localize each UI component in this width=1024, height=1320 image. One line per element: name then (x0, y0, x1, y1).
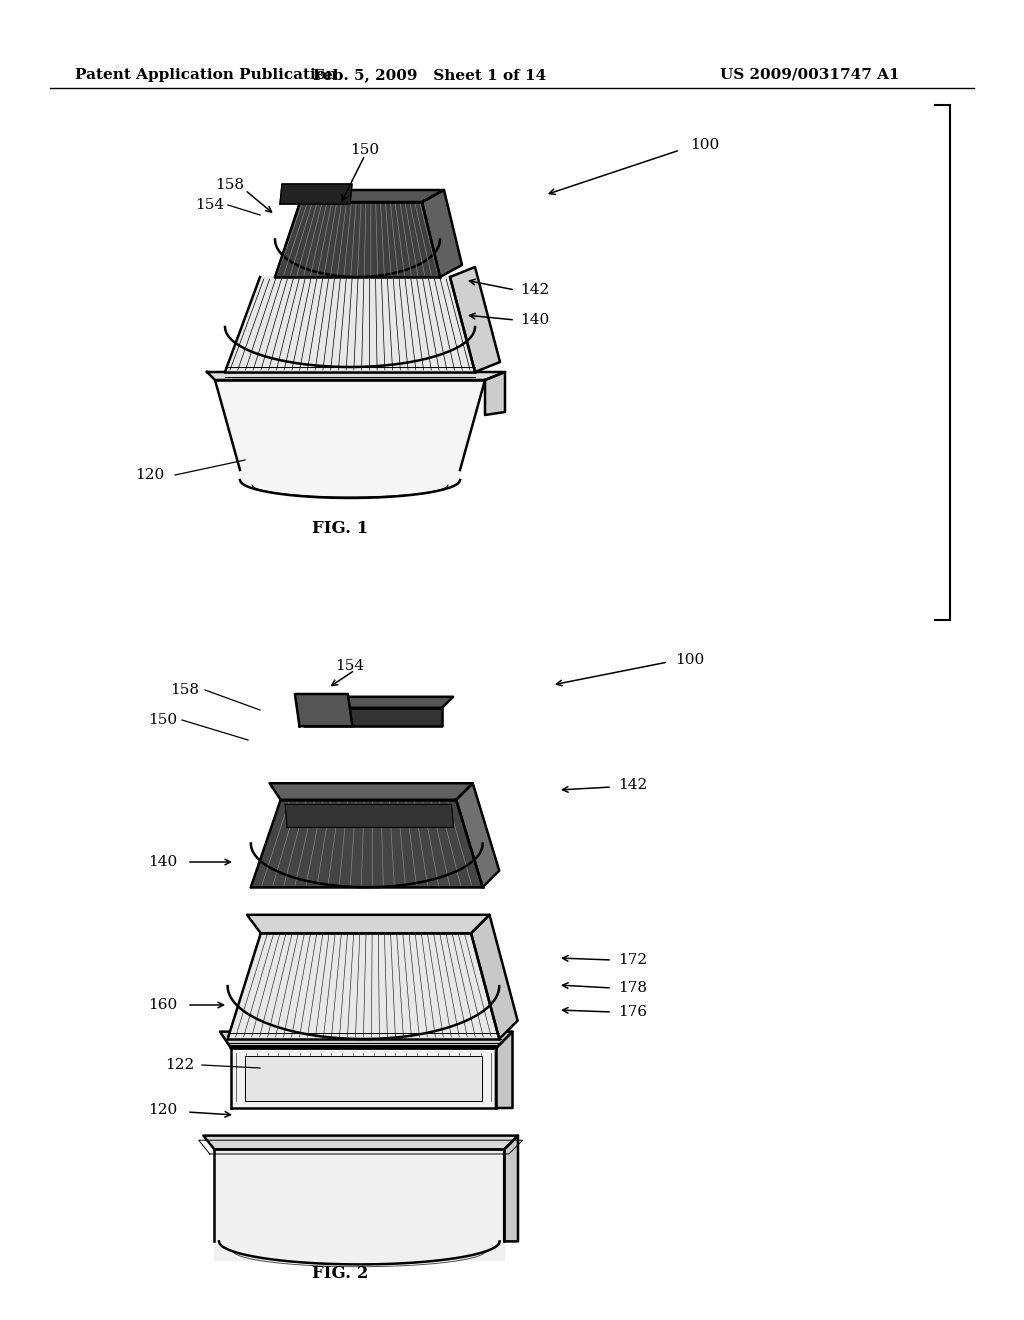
Polygon shape (280, 183, 352, 205)
Polygon shape (214, 1150, 504, 1265)
Polygon shape (207, 372, 505, 380)
Polygon shape (456, 783, 500, 887)
Text: 154: 154 (195, 198, 224, 213)
Polygon shape (227, 933, 500, 1039)
Text: 154: 154 (335, 659, 365, 673)
Text: 120: 120 (148, 1104, 177, 1117)
Text: 140: 140 (148, 855, 177, 869)
Polygon shape (496, 1032, 512, 1107)
Polygon shape (220, 1032, 512, 1048)
Polygon shape (471, 915, 517, 1039)
Polygon shape (214, 1150, 504, 1259)
Polygon shape (245, 1056, 482, 1101)
Text: Feb. 5, 2009   Sheet 1 of 14: Feb. 5, 2009 Sheet 1 of 14 (313, 69, 547, 82)
Text: 100: 100 (675, 653, 705, 667)
Text: 140: 140 (520, 313, 549, 327)
Text: 178: 178 (618, 981, 647, 995)
Text: 122: 122 (165, 1059, 195, 1072)
Text: Patent Application Publication: Patent Application Publication (75, 69, 337, 82)
Text: 172: 172 (618, 953, 647, 968)
Text: 142: 142 (520, 282, 549, 297)
Polygon shape (297, 697, 454, 708)
Text: 160: 160 (148, 998, 177, 1012)
Polygon shape (231, 1048, 496, 1107)
Polygon shape (292, 190, 444, 202)
Polygon shape (215, 380, 485, 498)
Polygon shape (422, 190, 462, 277)
Polygon shape (304, 708, 442, 726)
Text: 158: 158 (170, 682, 199, 697)
Text: 176: 176 (618, 1005, 647, 1019)
Polygon shape (269, 783, 473, 800)
Polygon shape (450, 267, 500, 372)
Polygon shape (295, 694, 352, 726)
Polygon shape (225, 277, 475, 372)
Polygon shape (275, 202, 440, 277)
Polygon shape (204, 1135, 518, 1150)
Text: 120: 120 (135, 469, 164, 482)
Text: 150: 150 (350, 143, 379, 157)
Polygon shape (286, 804, 454, 828)
Text: 158: 158 (215, 178, 244, 191)
Polygon shape (504, 1135, 518, 1241)
Text: 150: 150 (148, 713, 177, 727)
Text: FIG. 1: FIG. 1 (312, 520, 368, 537)
Polygon shape (251, 800, 482, 887)
Text: FIG. 2: FIG. 2 (312, 1265, 369, 1282)
Text: 142: 142 (618, 777, 647, 792)
Text: US 2009/0031747 A1: US 2009/0031747 A1 (720, 69, 900, 82)
Polygon shape (247, 915, 489, 933)
Text: 100: 100 (690, 139, 719, 152)
Polygon shape (485, 372, 505, 414)
